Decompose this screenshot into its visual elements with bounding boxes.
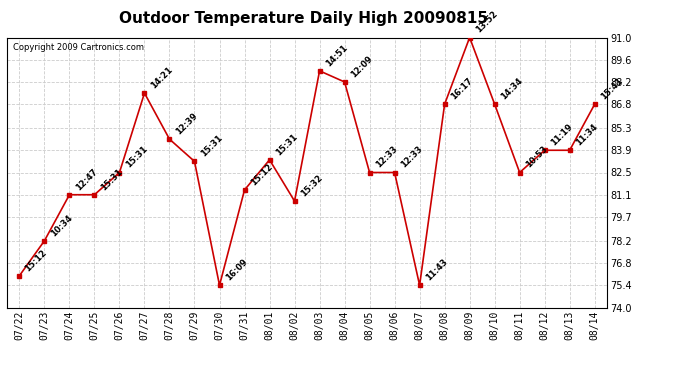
Text: 15:32: 15:32 [299, 173, 324, 198]
Text: 16:09: 16:09 [224, 257, 249, 282]
Text: Outdoor Temperature Daily High 20090815: Outdoor Temperature Daily High 20090815 [119, 11, 488, 26]
Text: 14:34: 14:34 [499, 76, 524, 101]
Text: 12:33: 12:33 [399, 144, 424, 170]
Text: 12:39: 12:39 [174, 111, 199, 136]
Text: 11:43: 11:43 [424, 257, 449, 282]
Text: Copyright 2009 Cartronics.com: Copyright 2009 Cartronics.com [13, 43, 144, 52]
Text: 15:31: 15:31 [99, 166, 124, 192]
Text: 12:09: 12:09 [348, 54, 374, 79]
Text: 15:12: 15:12 [248, 162, 274, 187]
Text: 10:34: 10:34 [48, 213, 74, 238]
Text: 14:51: 14:51 [324, 43, 349, 68]
Text: 15:41: 15:41 [599, 76, 624, 101]
Text: 15:31: 15:31 [274, 132, 299, 157]
Text: 16:17: 16:17 [448, 76, 474, 101]
Text: 10:53: 10:53 [524, 144, 549, 170]
Text: 15:12: 15:12 [23, 248, 49, 273]
Text: 14:21: 14:21 [148, 65, 174, 90]
Text: 12:33: 12:33 [374, 144, 399, 170]
Text: 15:31: 15:31 [124, 144, 149, 170]
Text: 13:52: 13:52 [474, 9, 499, 35]
Text: 12:47: 12:47 [74, 166, 99, 192]
Text: 11:19: 11:19 [549, 122, 574, 147]
Text: 11:34: 11:34 [574, 122, 599, 147]
Text: 15:31: 15:31 [199, 134, 224, 159]
